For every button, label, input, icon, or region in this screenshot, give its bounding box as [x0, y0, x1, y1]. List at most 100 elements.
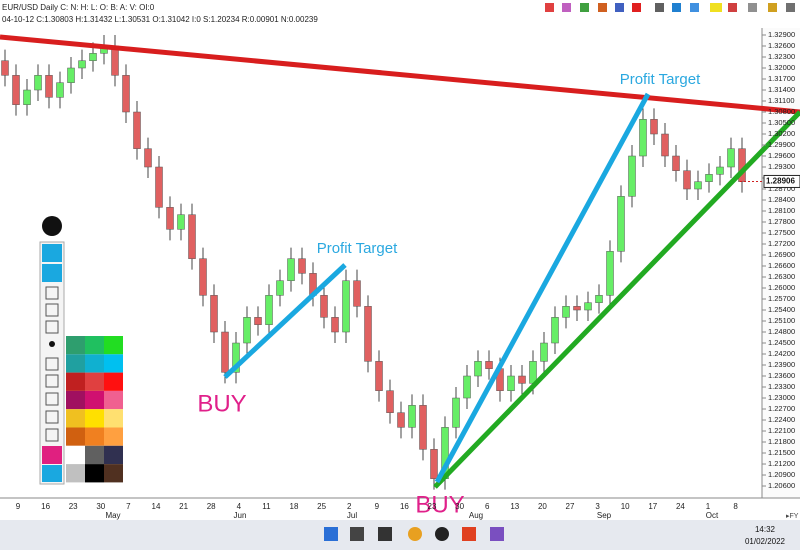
tool-delete[interactable] [45, 374, 59, 388]
tool-icon[interactable] [632, 3, 641, 12]
tool-eye[interactable] [42, 244, 62, 262]
tool-icon[interactable] [748, 3, 757, 12]
palette-swatch[interactable] [104, 464, 123, 483]
support-line [433, 110, 800, 489]
palette-swatch[interactable] [104, 354, 123, 373]
tool-dot[interactable] [49, 341, 55, 347]
x-tick-label: 25 [317, 502, 326, 511]
tool-icon[interactable] [710, 3, 722, 12]
candle-body [617, 196, 625, 252]
y-tick-label: 1.27200 [768, 239, 795, 248]
candle-body [419, 405, 427, 450]
candle-body [364, 306, 372, 362]
tool-icon[interactable] [580, 3, 589, 12]
x-tick-label: 10 [621, 502, 630, 511]
tool-eraser[interactable] [45, 320, 59, 334]
palette-swatch[interactable] [85, 464, 104, 483]
palette-swatch[interactable] [66, 336, 85, 355]
palette-swatch[interactable] [66, 445, 85, 465]
app-icon[interactable] [378, 527, 392, 541]
palette-swatch[interactable] [85, 372, 104, 391]
candle-body [397, 412, 405, 428]
app-icon[interactable] [462, 527, 476, 541]
header-info: 04-10-12 C:1.30803 H:1.31432 L:1.30531 O… [2, 15, 318, 24]
tool-icon[interactable] [786, 3, 795, 12]
x-tick-label: 8 [733, 502, 738, 511]
palette-swatch[interactable] [66, 464, 85, 483]
y-tick-label: 1.31400 [768, 85, 795, 94]
y-tick-label: 1.25400 [768, 305, 795, 314]
tool-line[interactable] [45, 303, 59, 317]
tool-icon[interactable] [690, 3, 699, 12]
y-tick-label: 1.21200 [768, 459, 795, 468]
tool-pointer[interactable] [42, 264, 62, 282]
y-tick-label: 1.23600 [768, 371, 795, 380]
x-tick-label: 21 [179, 502, 188, 511]
palette-swatch[interactable] [104, 336, 123, 355]
candle-body [342, 280, 350, 333]
palette-swatch[interactable] [104, 427, 123, 446]
tool-clipboard[interactable] [45, 428, 59, 442]
y-tick-label: 1.26900 [768, 250, 795, 259]
app-icon[interactable] [435, 527, 449, 541]
palette-swatch[interactable] [85, 445, 104, 465]
palette-swatch[interactable] [85, 390, 104, 410]
y-tick-label: 1.27800 [768, 217, 795, 226]
palette-swatch[interactable] [66, 427, 85, 446]
resistance-line [0, 34, 800, 115]
start-button[interactable] [324, 527, 338, 541]
candle-body [452, 397, 460, 428]
app-icon[interactable] [490, 527, 504, 541]
palette-swatch[interactable] [66, 372, 85, 391]
drawing-toolbar [39, 216, 65, 485]
tool-icon[interactable] [728, 3, 737, 12]
last-price-label: 1.28906 [766, 177, 795, 186]
tool-icon[interactable] [655, 3, 664, 12]
candle-body [210, 295, 218, 333]
tool-camera[interactable] [45, 410, 59, 424]
x-tick-label: 17 [648, 502, 657, 511]
candle-body [254, 317, 262, 325]
app-icon[interactable] [408, 527, 422, 541]
y-tick-label: 1.24500 [768, 338, 795, 347]
y-tick-label: 1.32900 [768, 30, 795, 39]
candle-body [507, 375, 515, 391]
candle-body [155, 166, 163, 208]
palette-swatch[interactable] [104, 372, 123, 391]
tool-icon[interactable] [545, 3, 554, 12]
candle-body [243, 317, 251, 344]
palette-swatch[interactable] [104, 390, 123, 410]
tool-color[interactable] [42, 465, 62, 482]
y-tick-label: 1.28700 [768, 184, 795, 193]
palette-swatch[interactable] [104, 445, 123, 465]
tool-icon[interactable] [615, 3, 624, 12]
tool-icon[interactable] [598, 3, 607, 12]
palette-swatch[interactable] [104, 409, 123, 428]
tool-color[interactable] [42, 446, 62, 464]
palette-swatch[interactable] [85, 427, 104, 446]
trade-line [223, 263, 347, 379]
palette-swatch[interactable] [66, 409, 85, 428]
toolbar-logo[interactable] [42, 216, 62, 236]
app-icon[interactable] [350, 527, 364, 541]
candle-body [177, 214, 185, 230]
tool-undo[interactable] [45, 357, 59, 371]
tool-settings[interactable] [45, 392, 59, 406]
tool-icon[interactable] [562, 3, 571, 12]
tool-icon[interactable] [768, 3, 777, 12]
candle-body [287, 258, 295, 281]
y-tick-label: 1.21500 [768, 448, 795, 457]
tool-icon[interactable] [672, 3, 681, 12]
palette-swatch[interactable] [85, 336, 104, 355]
palette-swatch[interactable] [66, 354, 85, 373]
palette-swatch[interactable] [85, 409, 104, 428]
candle-body [485, 361, 493, 369]
palette-swatch[interactable] [85, 354, 104, 373]
tool-text[interactable] [45, 286, 59, 300]
candle-body [727, 148, 735, 168]
x-tick-label: 1 [706, 502, 711, 511]
palette-swatch[interactable] [66, 390, 85, 410]
top-toolbar [545, 3, 795, 12]
price-axis-bg [762, 28, 800, 498]
x-month-label: May [105, 511, 120, 520]
